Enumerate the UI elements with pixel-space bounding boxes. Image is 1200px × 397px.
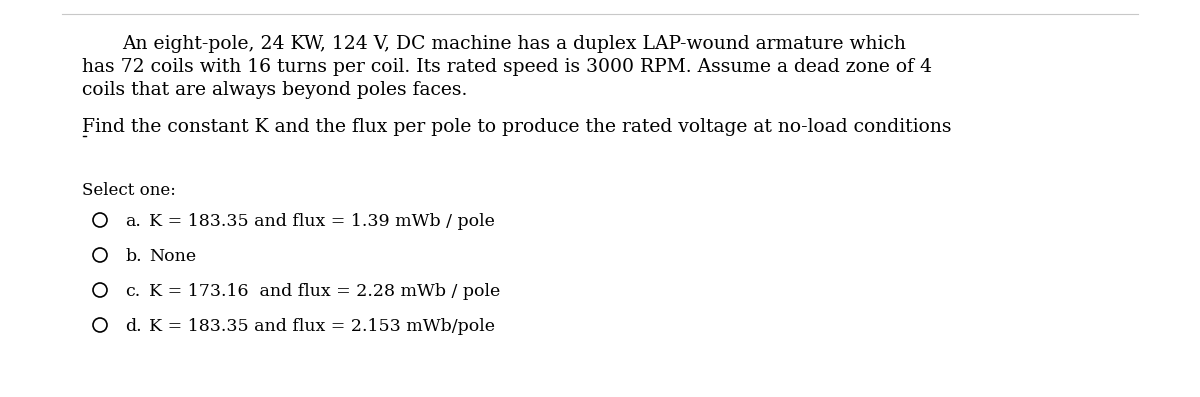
Text: coils that are always beyond poles faces.: coils that are always beyond poles faces… bbox=[82, 81, 467, 99]
Text: An eight-pole, 24 KW, 124 V, DC machine has a duplex LAP-wound armature which: An eight-pole, 24 KW, 124 V, DC machine … bbox=[122, 35, 906, 53]
Text: K = 183.35 and flux = 2.153 mWb/pole: K = 183.35 and flux = 2.153 mWb/pole bbox=[149, 318, 496, 335]
Text: Find the constant K and the flux per pole to produce the rated voltage at no-loa: Find the constant K and the flux per pol… bbox=[82, 118, 952, 136]
Text: c.: c. bbox=[125, 283, 140, 300]
Text: a.: a. bbox=[125, 213, 140, 230]
Text: Select one:: Select one: bbox=[82, 182, 176, 199]
Text: d.: d. bbox=[125, 318, 142, 335]
Text: None: None bbox=[149, 248, 196, 265]
Text: b.: b. bbox=[125, 248, 142, 265]
Text: K = 173.16  and flux = 2.28 mWb / pole: K = 173.16 and flux = 2.28 mWb / pole bbox=[149, 283, 500, 300]
Text: has 72 coils with 16 turns per coil. Its rated speed is 3000 RPM. Assume a dead : has 72 coils with 16 turns per coil. Its… bbox=[82, 58, 932, 76]
Text: K = 183.35 and flux = 1.39 mWb / pole: K = 183.35 and flux = 1.39 mWb / pole bbox=[149, 213, 494, 230]
